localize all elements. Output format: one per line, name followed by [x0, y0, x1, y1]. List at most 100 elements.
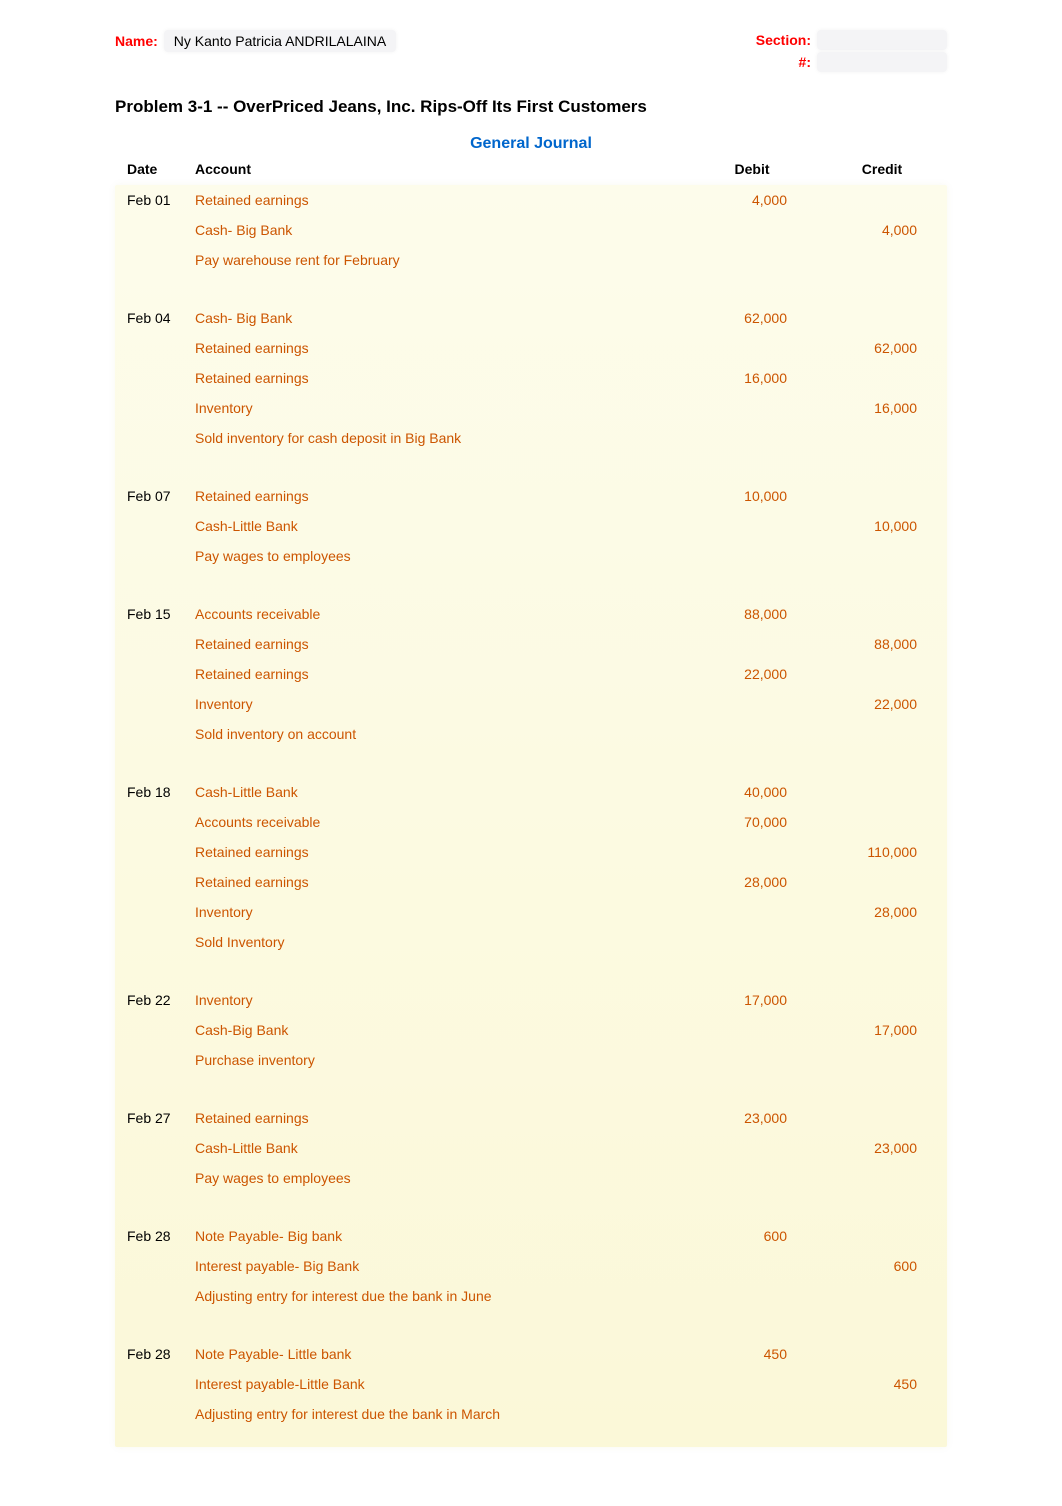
entry-account: Retained earnings [195, 874, 687, 890]
entry-row: Feb 18Cash-Little Bank40,000 [115, 777, 947, 807]
name-value[interactable]: Ny Kanto Patricia ANDRILALAINA [164, 30, 396, 52]
entry-account: Retained earnings [195, 666, 687, 682]
entry-row: Retained earnings22,000 [115, 659, 947, 689]
entry-date: Feb 28 [115, 1346, 195, 1362]
entry-credit: 16,000 [817, 400, 947, 416]
entry-row: Feb 22Inventory17,000 [115, 985, 947, 1015]
entry-account: Cash- Big Bank [195, 310, 687, 326]
spacer-row [115, 749, 947, 777]
entry-credit: 17,000 [817, 1022, 947, 1038]
entry-row: Feb 01Retained earnings4,000 [115, 185, 947, 215]
entry-account: Accounts receivable [195, 606, 687, 622]
spacer-row [115, 1429, 947, 1447]
entry-row: Cash-Little Bank10,000 [115, 511, 947, 541]
entry-debit: 16,000 [687, 370, 817, 386]
entry-row: Pay wages to employees [115, 1163, 947, 1193]
entry-date: Feb 04 [115, 310, 195, 326]
entry-account: Retained earnings [195, 1110, 687, 1126]
problem-title: Problem 3-1 -- OverPriced Jeans, Inc. Ri… [115, 97, 947, 117]
entry-row: Retained earnings110,000 [115, 837, 947, 867]
entry-account: Purchase inventory [195, 1052, 687, 1068]
entry-account: Interest payable-Little Bank [195, 1376, 687, 1392]
entry-account: Sold Inventory [195, 934, 687, 950]
entry-account: Retained earnings [195, 370, 687, 386]
entry-date: Feb 07 [115, 488, 195, 504]
entry-row: Cash-Little Bank 23,000 [115, 1133, 947, 1163]
entry-account: Cash-Little Bank [195, 518, 687, 534]
number-label: #: [799, 54, 811, 70]
col-header-date: Date [115, 161, 195, 177]
entry-debit: 22,000 [687, 666, 817, 682]
entry-account: Retained earnings [195, 636, 687, 652]
entry-credit: 88,000 [817, 636, 947, 652]
entry-debit: 600 [687, 1228, 817, 1244]
header-row: Name: Ny Kanto Patricia ANDRILALAINA Sec… [115, 30, 947, 72]
entry-date: Feb 18 [115, 784, 195, 800]
entry-credit: 23,000 [817, 1140, 947, 1156]
entry-row: Interest payable-Little Bank 450 [115, 1369, 947, 1399]
header-left: Name: Ny Kanto Patricia ANDRILALAINA [115, 30, 396, 52]
entry-row: Adjusting entry for interest due the ban… [115, 1281, 947, 1311]
spacer-row [115, 1193, 947, 1221]
entry-row: Accounts receivable70,000 [115, 807, 947, 837]
entry-account: Cash-Little Bank [195, 1140, 687, 1156]
number-row: #: [756, 52, 947, 72]
entry-debit: 62,000 [687, 310, 817, 326]
section-label: Section: [756, 32, 811, 48]
number-input[interactable] [817, 52, 947, 72]
entry-account: Sold inventory for cash deposit in Big B… [195, 430, 687, 446]
entry-row: Sold Inventory [115, 927, 947, 957]
entry-account: Adjusting entry for interest due the ban… [195, 1288, 687, 1304]
entry-row: Retained earnings 88,000 [115, 629, 947, 659]
journal-table: Date Account Debit Credit Feb 01Retained… [115, 157, 947, 1447]
entry-credit: 62,000 [817, 340, 947, 356]
entry-row: Retained earnings28,000 [115, 867, 947, 897]
entry-debit: 70,000 [687, 814, 817, 830]
entry-row: Cash- Big Bank 4,000 [115, 215, 947, 245]
entry-account: Cash- Big Bank [195, 222, 687, 238]
entry-account: Note Payable- Big bank [195, 1228, 687, 1244]
entry-account: Inventory [195, 992, 687, 1008]
col-header-credit: Credit [817, 161, 947, 177]
entry-date: Feb 27 [115, 1110, 195, 1126]
entry-account: Inventory [195, 400, 687, 416]
spacer-row [115, 453, 947, 481]
entry-account: Accounts receivable [195, 814, 687, 830]
entry-row: Inventory22,000 [115, 689, 947, 719]
entry-account: Adjusting entry for interest due the ban… [195, 1406, 687, 1422]
entry-credit: 110,000 [817, 844, 947, 860]
spacer-row [115, 1075, 947, 1103]
entry-row: Feb 28Note Payable- Big bank600 [115, 1221, 947, 1251]
entry-credit: 450 [817, 1376, 947, 1392]
section-input[interactable] [817, 30, 947, 50]
entry-debit: 23,000 [687, 1110, 817, 1126]
entry-account: Retained earnings [195, 488, 687, 504]
entries-container: Feb 01Retained earnings4,000Cash- Big Ba… [115, 185, 947, 1447]
entry-date: Feb 01 [115, 192, 195, 208]
section-row: Section: [756, 30, 947, 50]
spacer-row [115, 957, 947, 985]
entry-debit: 4,000 [687, 192, 817, 208]
entry-row: Retained earnings16,000 [115, 363, 947, 393]
entry-row: Feb 04Cash- Big Bank62,000 [115, 303, 947, 333]
entry-row: Sold inventory on account [115, 719, 947, 749]
entry-row: Feb 28Note Payable- Little bank450 [115, 1339, 947, 1369]
entry-credit: 4,000 [817, 222, 947, 238]
entry-row: Inventory 16,000 [115, 393, 947, 423]
entry-account: Interest payable- Big Bank [195, 1258, 687, 1274]
entry-row: Pay wages to employees [115, 541, 947, 571]
entry-row: Inventory28,000 [115, 897, 947, 927]
entry-account: Retained earnings [195, 340, 687, 356]
entry-debit: 10,000 [687, 488, 817, 504]
entry-row: Sold inventory for cash deposit in Big B… [115, 423, 947, 453]
col-header-debit: Debit [687, 161, 817, 177]
entry-account: Retained earnings [195, 192, 687, 208]
entry-account: Cash-Little Bank [195, 784, 687, 800]
entry-account: Pay warehouse rent for February [195, 252, 687, 268]
entry-row: Interest payable- Big Bank 600 [115, 1251, 947, 1281]
entry-date: Feb 22 [115, 992, 195, 1008]
entry-account: Pay wages to employees [195, 548, 687, 564]
entry-credit: 600 [817, 1258, 947, 1274]
entry-row: Retained earnings 62,000 [115, 333, 947, 363]
name-label: Name: [115, 33, 158, 49]
